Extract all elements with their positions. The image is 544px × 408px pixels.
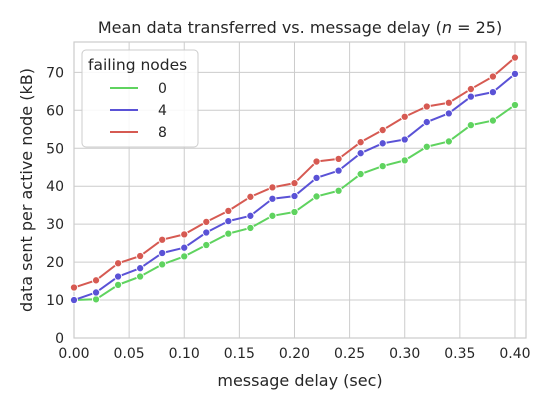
data-point <box>246 223 255 232</box>
data-point <box>158 235 167 244</box>
data-point <box>466 92 475 101</box>
y-tick-label: 30 <box>46 217 64 233</box>
x-tick-label: 0.10 <box>169 346 200 362</box>
data-point <box>180 252 189 261</box>
chart-title: Mean data transferred vs. message delay … <box>98 18 502 37</box>
data-point <box>488 72 497 81</box>
data-point <box>158 248 167 258</box>
legend-entry-0: 0 <box>110 81 167 97</box>
data-point <box>510 69 520 78</box>
data-point <box>246 192 255 201</box>
y-tick-label: 50 <box>46 141 64 157</box>
data-point <box>378 162 387 171</box>
data-point <box>114 272 123 281</box>
data-point <box>202 228 211 237</box>
legend: failing nodes 0 4 8 <box>81 49 199 148</box>
data-point <box>224 229 233 238</box>
data-point <box>69 283 79 292</box>
data-point <box>202 240 211 250</box>
y-tick-label: 20 <box>46 255 64 271</box>
x-tick-label: 0.00 <box>58 346 89 362</box>
y-tick-label: 60 <box>46 103 64 119</box>
data-point <box>91 295 101 304</box>
data-point <box>136 272 145 281</box>
data-point <box>114 280 123 289</box>
data-point <box>510 100 520 110</box>
legend-label: 0 <box>158 81 167 97</box>
data-point <box>488 116 497 125</box>
y-axis-label: data sent per active node (kB) <box>17 68 36 312</box>
series-8 <box>69 53 520 292</box>
data-point <box>136 251 145 261</box>
data-point <box>312 173 321 182</box>
y-tick-label: 10 <box>46 293 64 309</box>
x-tick-label: 0.25 <box>334 346 365 362</box>
data-point <box>356 170 365 179</box>
data-point <box>466 121 475 130</box>
legend-box <box>81 49 199 148</box>
y-tick-label: 40 <box>46 179 64 195</box>
data-point <box>312 192 321 201</box>
data-point <box>158 260 167 269</box>
x-tick-label: 0.15 <box>224 346 255 362</box>
data-point <box>114 259 123 268</box>
x-tick-label: 0.05 <box>114 346 145 362</box>
data-point <box>268 211 277 220</box>
data-point <box>180 230 189 239</box>
data-point <box>378 139 387 148</box>
data-point <box>290 179 299 188</box>
data-point <box>510 53 520 62</box>
series-4 <box>69 69 520 305</box>
data-point <box>444 137 453 146</box>
data-point <box>422 118 431 127</box>
data-point <box>334 154 343 163</box>
x-axis-ticks: 0.00 0.05 0.10 0.15 0.20 0.25 0.30 0.35 0.40 <box>58 346 530 362</box>
y-axis-ticks: 0 10 20 30 40 50 60 70 <box>46 65 64 347</box>
data-point <box>312 157 321 166</box>
y-tick-label: 0 <box>55 331 64 347</box>
x-tick-label: 0.35 <box>444 346 475 362</box>
data-point <box>224 206 233 215</box>
data-point <box>180 243 189 252</box>
legend-title: failing nodes <box>88 56 187 74</box>
data-point <box>69 296 79 305</box>
legend-label: 8 <box>158 125 167 141</box>
data-point <box>202 217 211 226</box>
data-point <box>400 112 409 121</box>
y-tick-label: 70 <box>46 65 64 81</box>
data-point <box>290 207 299 217</box>
data-point <box>378 125 387 135</box>
data-point <box>400 156 409 165</box>
data-point <box>466 85 475 94</box>
series-layer <box>69 53 520 305</box>
x-tick-label: 0.30 <box>389 346 420 362</box>
legend-entry-4: 4 <box>110 103 167 119</box>
data-point <box>400 135 409 144</box>
data-point <box>268 183 277 192</box>
data-point <box>422 142 431 151</box>
data-point <box>356 138 365 147</box>
data-point <box>91 276 101 285</box>
data-point <box>334 166 343 175</box>
data-point <box>444 109 453 118</box>
data-point <box>91 288 101 297</box>
data-point <box>356 149 365 158</box>
data-point <box>444 98 453 107</box>
data-point <box>136 264 145 273</box>
legend-entries: 0 4 8 <box>110 81 167 141</box>
x-tick-label: 0.40 <box>499 346 530 362</box>
x-axis-label: message delay (sec) <box>217 371 382 390</box>
x-tick-label: 0.20 <box>279 346 310 362</box>
legend-label: 4 <box>158 103 167 119</box>
data-point <box>246 211 255 220</box>
data-point <box>488 88 497 97</box>
data-point <box>334 186 343 195</box>
data-point <box>422 102 431 111</box>
data-point <box>290 192 299 201</box>
data-point <box>224 217 233 226</box>
legend-entry-8: 8 <box>110 125 167 141</box>
data-point <box>268 194 277 203</box>
